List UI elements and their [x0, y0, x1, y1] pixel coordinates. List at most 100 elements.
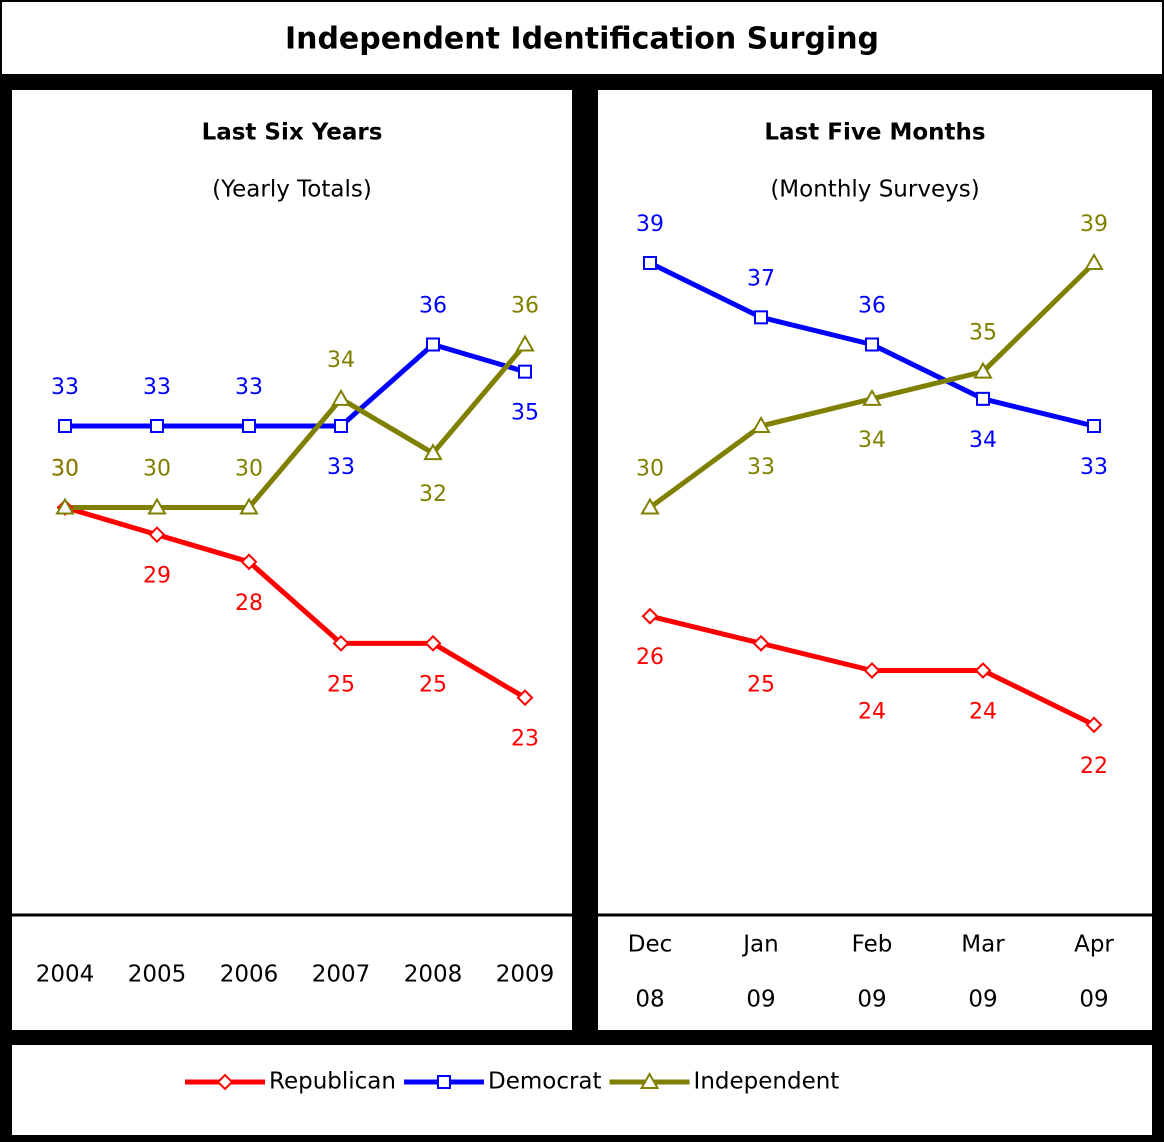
data-point: [423, 443, 443, 461]
data-point: [1085, 716, 1103, 734]
data-label: 33: [51, 375, 79, 400]
data-label: 34: [858, 428, 886, 453]
data-label: 35: [969, 321, 997, 346]
data-point: [242, 419, 256, 433]
panel-title: Last Five Months: [764, 120, 985, 146]
x-tick-label: 2007: [312, 962, 371, 988]
data-point: [426, 337, 440, 352]
chart-title: Independent Identification Surging: [285, 22, 879, 57]
x-tick-label: 2008: [404, 962, 463, 988]
x-tick-label: Jan: [741, 932, 778, 958]
legend-marker: [216, 1073, 234, 1091]
data-point: [424, 634, 442, 652]
x-tick-label: 09: [1079, 987, 1108, 1013]
legend-marker: [436, 1075, 451, 1089]
data-label: 39: [1080, 212, 1108, 237]
series-line: [65, 342, 526, 429]
data-label: 22: [1080, 754, 1108, 779]
data-point: [148, 526, 166, 544]
data-label: 36: [419, 294, 447, 319]
data-point: [147, 497, 167, 515]
data-label: 34: [969, 428, 997, 453]
data-label: 33: [327, 455, 355, 480]
x-tick-label: 2006: [220, 962, 279, 988]
data-point: [58, 419, 72, 433]
data-point: [752, 634, 770, 652]
data-label: 26: [636, 645, 664, 670]
data-label: 23: [511, 727, 539, 752]
data-point: [239, 497, 259, 515]
data-label: 30: [143, 457, 171, 482]
data-point: [974, 662, 992, 679]
data-point: [641, 607, 659, 625]
data-label: 33: [1080, 455, 1108, 480]
series-line: [65, 342, 527, 510]
panel: [598, 90, 1152, 1030]
x-tick-label: 09: [857, 987, 886, 1013]
data-point: [240, 553, 258, 571]
x-tick-label: 09: [968, 987, 997, 1013]
data-label: 37: [747, 266, 775, 291]
legend-label: Democrat: [488, 1069, 602, 1095]
data-point: [331, 388, 351, 406]
data-point: [640, 497, 660, 515]
data-point: [754, 310, 768, 325]
x-tick-label: Dec: [628, 932, 673, 958]
data-label: 25: [419, 672, 447, 697]
legend-label: Independent: [694, 1069, 840, 1095]
legend-marker: [639, 1071, 660, 1089]
x-tick-label: Apr: [1074, 932, 1114, 958]
title-box: [2, 2, 1162, 74]
panel-title: Last Six Years: [202, 120, 383, 146]
legend-box: [12, 1045, 1152, 1135]
data-label: 30: [235, 457, 263, 482]
data-point: [751, 415, 771, 433]
data-label: 24: [969, 700, 997, 725]
legend-label: Republican: [269, 1069, 396, 1095]
series-line: [64, 505, 527, 700]
data-label: 29: [143, 564, 171, 589]
data-label: 33: [747, 455, 775, 480]
x-tick-label: Mar: [961, 932, 1005, 958]
data-label: 24: [858, 700, 886, 725]
panel-subtitle: (Yearly Totals): [212, 177, 372, 203]
data-point: [515, 334, 535, 352]
data-point: [518, 364, 532, 379]
data-label: 32: [419, 482, 447, 507]
data-point: [863, 662, 881, 679]
data-point: [55, 497, 75, 515]
data-point: [150, 419, 164, 433]
data-point: [1084, 252, 1104, 270]
data-label: 33: [235, 375, 263, 400]
data-point: [976, 391, 990, 406]
data-label: 35: [511, 401, 539, 426]
x-tick-label: Feb: [852, 932, 893, 958]
data-point: [1087, 419, 1101, 433]
data-point: [516, 689, 534, 707]
data-label: 36: [858, 294, 886, 319]
data-label: 33: [143, 375, 171, 400]
data-label: 34: [327, 348, 355, 373]
panel: [12, 90, 572, 1030]
data-point: [643, 256, 657, 270]
data-point: [973, 361, 993, 379]
data-point: [332, 634, 350, 652]
x-tick-label: 09: [746, 987, 775, 1013]
x-tick-label: 2004: [36, 962, 95, 988]
data-label: 36: [511, 294, 539, 319]
data-label: 39: [636, 212, 664, 237]
x-tick-label: 08: [635, 987, 664, 1013]
x-tick-label: 2005: [128, 962, 187, 988]
data-point: [862, 388, 882, 406]
data-label: 25: [327, 672, 355, 697]
data-label: 30: [636, 457, 664, 482]
panel-subtitle: (Monthly Surveys): [770, 177, 979, 203]
data-point: [334, 419, 348, 433]
data-label: 30: [51, 457, 79, 482]
x-tick-label: 2009: [496, 962, 555, 988]
data-label: 25: [747, 672, 775, 697]
data-label: 30: [51, 457, 79, 482]
data-label: 28: [235, 591, 263, 616]
data-point: [865, 337, 879, 352]
